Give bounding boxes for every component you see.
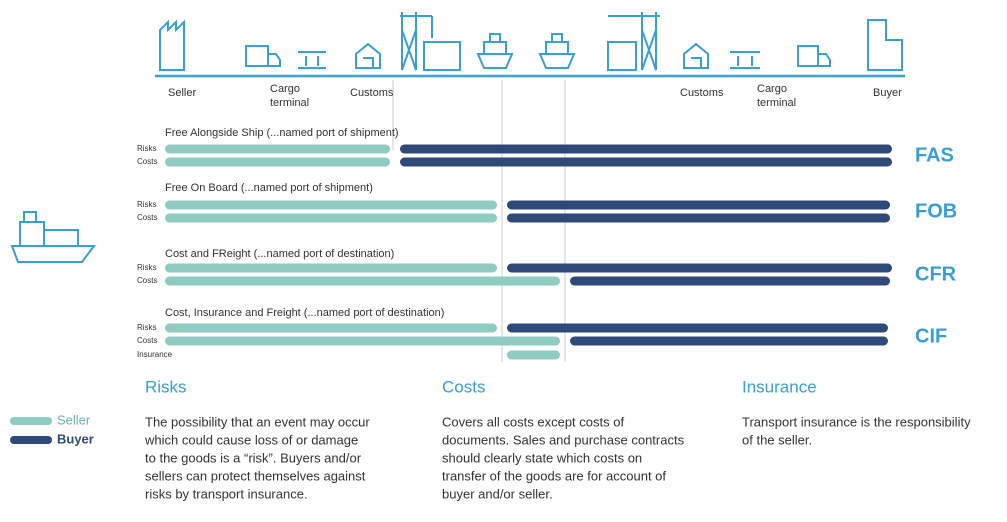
row-label: Insurance (137, 350, 173, 359)
row-label: Costs (137, 336, 157, 345)
section-text: risks by transport insurance. (145, 486, 308, 501)
bar (400, 157, 892, 167)
section-text: The possibility that an event may occur (145, 414, 370, 429)
legend-label: Buyer (57, 431, 94, 446)
bar (400, 144, 892, 154)
section-text: buyer and/or seller. (442, 486, 553, 501)
location-label: Seller (168, 87, 196, 99)
term-code: CFR (915, 263, 957, 285)
bar (165, 157, 390, 167)
section-text: to the goods is a “risk”. Buyers and/or (145, 450, 362, 465)
row-label: Risks (137, 323, 157, 332)
terminal-icon (298, 51, 326, 69)
location-label: terminal (757, 97, 796, 109)
bar (165, 263, 497, 273)
term-code: FAS (915, 144, 954, 166)
location-label: terminal (270, 97, 309, 109)
section-heading: Risks (145, 377, 187, 396)
ship-icon (538, 33, 576, 69)
location-label: Cargo (270, 83, 300, 95)
bar (570, 336, 888, 346)
bar (165, 323, 497, 333)
legend-label: Seller (57, 412, 91, 427)
row-label: Risks (137, 263, 157, 272)
term-title: Cost and FReight (...named port of desti… (165, 248, 394, 260)
term-title: Free Alongside Ship (...named port of sh… (165, 127, 399, 139)
section-text: should clearly state which costs on (442, 450, 642, 465)
section-heading: Costs (442, 377, 485, 396)
row-label: Risks (137, 144, 157, 153)
location-label: Cargo (757, 83, 787, 95)
warehouse-icon (683, 42, 709, 69)
bar (507, 213, 890, 223)
term-code: FOB (915, 200, 957, 222)
bar (507, 200, 890, 210)
icons (10, 12, 903, 263)
bar (165, 336, 560, 346)
bar (165, 213, 497, 223)
bar (507, 323, 888, 333)
section-text: transfer of the goods are for account of (442, 468, 666, 483)
term-title: Free On Board (...named port of shipment… (165, 182, 373, 194)
truck-icon (245, 45, 281, 67)
section-text: which could cause loss of or damage (144, 432, 358, 447)
section-text: documents. Sales and purchase contracts (442, 432, 685, 447)
warehouse-icon (355, 42, 381, 69)
bar (570, 276, 890, 286)
section-text: of the seller. (742, 432, 812, 447)
section-heading: Insurance (742, 377, 817, 396)
location-label: Buyer (873, 87, 902, 99)
building-icon (867, 19, 903, 71)
term-title: Cost, Insurance and Freight (...named po… (165, 307, 444, 319)
location-label: Customs (680, 87, 724, 99)
ship-icon (476, 33, 514, 69)
legend-swatch (10, 417, 52, 425)
bar (165, 144, 390, 154)
crane-icon (607, 12, 660, 71)
legend-swatch (10, 436, 52, 444)
terminal-icon (730, 51, 760, 69)
truck-icon (797, 45, 831, 67)
crane-icon (400, 12, 461, 71)
bar (165, 276, 560, 286)
bar (507, 350, 560, 360)
factory-icon (159, 19, 185, 71)
section-text: Covers all costs except costs of (442, 414, 624, 429)
section-text: sellers can protect themselves against (145, 468, 366, 483)
bar (507, 263, 892, 273)
location-label: Customs (350, 87, 394, 99)
row-label: Costs (137, 157, 157, 166)
row-label: Costs (137, 213, 157, 222)
bar (165, 200, 497, 210)
section-text: Transport insurance is the responsibilit… (742, 414, 971, 429)
term-code: CIF (915, 325, 947, 347)
row-label: Costs (137, 276, 157, 285)
row-label: Risks (137, 200, 157, 209)
ship-icon-large (10, 211, 96, 263)
